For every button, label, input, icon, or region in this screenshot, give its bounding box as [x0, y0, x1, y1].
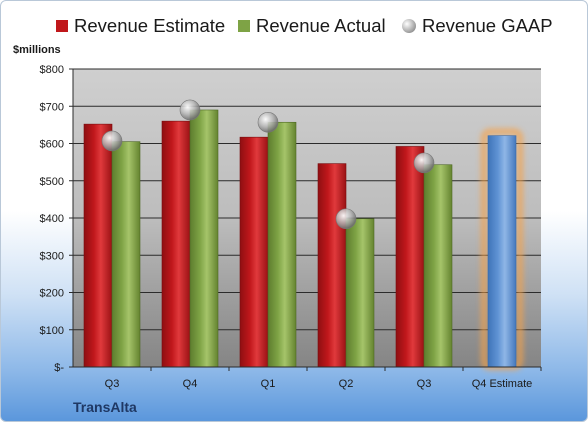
y-tick-label: $700	[40, 101, 64, 113]
x-tick-label: Q1	[261, 378, 276, 390]
marker-revenue-gaap	[257, 111, 279, 133]
legend-color-swatch	[56, 20, 68, 32]
legend-label: Revenue Actual	[256, 15, 386, 36]
y-axis-unit-label: $millions	[13, 44, 61, 56]
marker-revenue-gaap	[335, 208, 357, 230]
bar-revenue-actual	[189, 109, 219, 368]
x-tick-label: Q2	[339, 378, 354, 390]
y-tick-label: $800	[40, 64, 64, 76]
bar-revenue-estimate	[395, 146, 425, 368]
y-tick-label: $500	[40, 176, 64, 188]
company-name: TransAlta	[73, 399, 137, 415]
x-tick-label: Q4 Estimate	[472, 378, 533, 390]
y-tick-label: $200	[40, 288, 64, 300]
bar-revenue-estimate-forecast	[487, 135, 517, 368]
x-tick-label: Q4	[183, 378, 198, 390]
legend-sphere-marker	[402, 19, 416, 33]
y-tick-label: $-	[54, 362, 64, 374]
x-tick-label: Q3	[417, 378, 432, 390]
bar-revenue-actual	[423, 164, 453, 368]
bar-revenue-estimate	[83, 123, 113, 368]
legend-color-swatch	[238, 20, 250, 32]
x-tick-label: Q3	[105, 378, 120, 390]
bar-revenue-actual	[267, 121, 297, 368]
legend-item: Revenue GAAP	[402, 15, 553, 37]
marker-revenue-gaap	[413, 152, 435, 174]
y-tick-label: $400	[40, 213, 64, 225]
y-tick-label: $600	[40, 139, 64, 151]
y-tick-label: $300	[40, 250, 64, 262]
legend: Revenue Estimate Revenue Actual Revenue GA…	[1, 15, 587, 41]
legend-item: Revenue Estimate	[56, 15, 225, 37]
y-tick-label: $100	[40, 325, 64, 337]
bar-revenue-estimate	[239, 136, 269, 368]
legend-label: Revenue Estimate	[74, 15, 226, 36]
bar-revenue-estimate	[317, 163, 347, 368]
marker-revenue-gaap	[101, 130, 123, 152]
bar-revenue-estimate	[161, 120, 191, 368]
legend-label: Revenue GAAP	[422, 15, 553, 36]
bar-revenue-actual	[111, 141, 141, 368]
legend-item: Revenue Actual	[238, 15, 386, 37]
bar-revenue-actual	[345, 218, 375, 368]
marker-revenue-gaap	[179, 99, 201, 121]
